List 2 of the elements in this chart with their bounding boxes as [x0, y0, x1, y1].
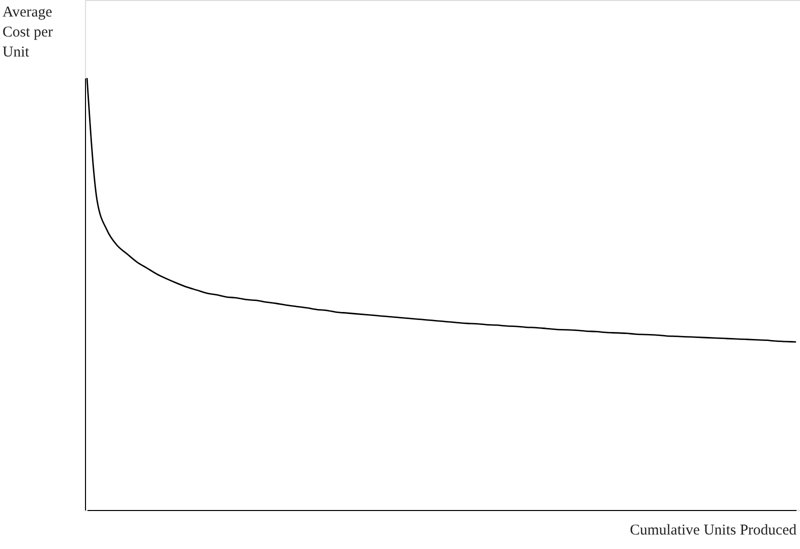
- y-axis-title: Average Cost per Unit: [2, 4, 53, 60]
- x-axis-title: Cumulative Units Produced: [630, 522, 797, 538]
